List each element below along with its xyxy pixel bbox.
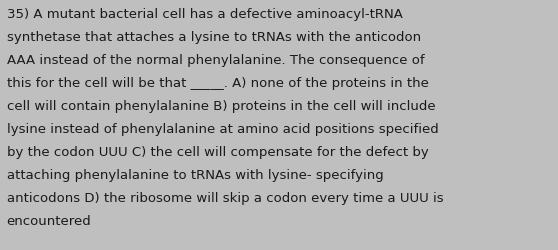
Text: lysine instead of phenylalanine at amino acid positions specified: lysine instead of phenylalanine at amino… xyxy=(7,122,439,136)
Text: AAA instead of the normal phenylalanine. The consequence of: AAA instead of the normal phenylalanine.… xyxy=(7,54,424,66)
Text: encountered: encountered xyxy=(7,214,92,228)
Text: by the codon UUU C) the cell will compensate for the defect by: by the codon UUU C) the cell will compen… xyxy=(7,146,429,158)
Text: cell will contain phenylalanine B) proteins in the cell will include: cell will contain phenylalanine B) prote… xyxy=(7,100,435,112)
Text: this for the cell will be that _____. A) none of the proteins in the: this for the cell will be that _____. A)… xyxy=(7,76,429,90)
Text: 35) A mutant bacterial cell has a defective aminoacyl-tRNA: 35) A mutant bacterial cell has a defect… xyxy=(7,8,402,20)
Text: anticodons D) the ribosome will skip a codon every time a UUU is: anticodons D) the ribosome will skip a c… xyxy=(7,192,443,204)
Text: attaching phenylalanine to tRNAs with lysine- specifying: attaching phenylalanine to tRNAs with ly… xyxy=(7,168,383,181)
Text: synthetase that attaches a lysine to tRNAs with the anticodon: synthetase that attaches a lysine to tRN… xyxy=(7,30,421,44)
